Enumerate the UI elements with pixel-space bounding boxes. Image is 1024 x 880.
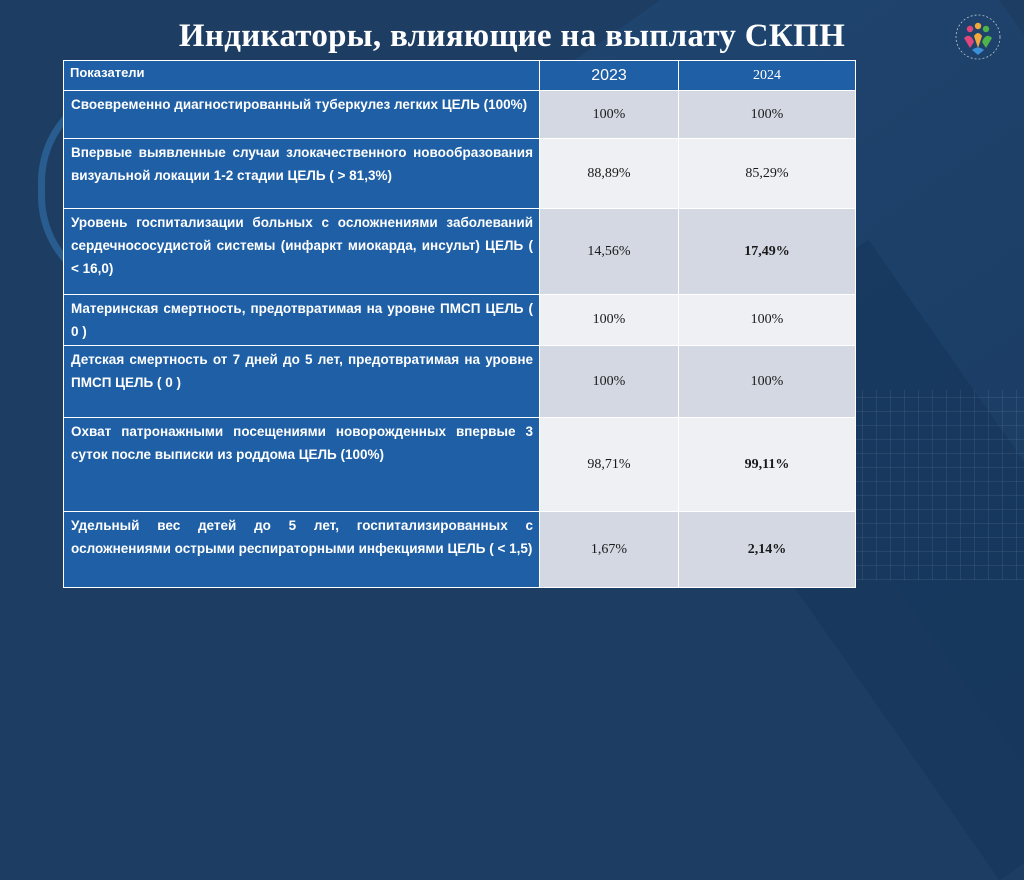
value-2023: 88,89% (539, 138, 679, 209)
value-2024: 99,11% (678, 417, 856, 512)
table-header-row: Показатели 2023 2024 (63, 60, 856, 91)
indicators-table: Показатели 2023 2024 Своевременно диагно… (63, 60, 856, 588)
header-2023: 2023 (539, 60, 679, 91)
row-label: Своевременно диагностированный туберкуле… (63, 90, 540, 139)
value-2023: 1,67% (539, 511, 679, 588)
row-label: Детская смертность от 7 дней до 5 лет, п… (63, 345, 540, 418)
value-2023: 14,56% (539, 208, 679, 295)
value-2024: 100% (678, 345, 856, 418)
value-2023: 100% (539, 345, 679, 418)
row-label: Впервые выявленные случаи злокачественно… (63, 138, 540, 209)
header-indicators: Показатели (63, 60, 540, 91)
row-label: Материнская смертность, предотвратимая н… (63, 294, 540, 346)
value-2023: 100% (539, 294, 679, 346)
value-2024: 85,29% (678, 138, 856, 209)
table-row: Охват патронажными посещениями новорожде… (63, 417, 856, 512)
value-2024: 17,49% (678, 208, 856, 295)
value-2024: 100% (678, 294, 856, 346)
background-grid (834, 390, 1024, 580)
table-row: Своевременно диагностированный туберкуле… (63, 90, 856, 139)
header-2024: 2024 (678, 60, 856, 91)
table-row: Впервые выявленные случаи злокачественно… (63, 138, 856, 209)
value-2024: 100% (678, 90, 856, 139)
table-row: Материнская смертность, предотвратимая н… (63, 294, 856, 346)
table-row: Уровень госпитализации больных с осложне… (63, 208, 856, 295)
value-2023: 98,71% (539, 417, 679, 512)
row-label: Охват патронажными посещениями новорожде… (63, 417, 540, 512)
row-label: Удельный вес детей до 5 лет, госпитализи… (63, 511, 540, 588)
people-hearts-logo-icon (955, 14, 1001, 60)
value-2024: 2,14% (678, 511, 856, 588)
table-row: Детская смертность от 7 дней до 5 лет, п… (63, 345, 856, 418)
row-label: Уровень госпитализации больных с осложне… (63, 208, 540, 295)
slide-title: Индикаторы, влияющие на выплату СКПН (178, 18, 846, 54)
value-2023: 100% (539, 90, 679, 139)
table-row: Удельный вес детей до 5 лет, госпитализи… (63, 511, 856, 588)
